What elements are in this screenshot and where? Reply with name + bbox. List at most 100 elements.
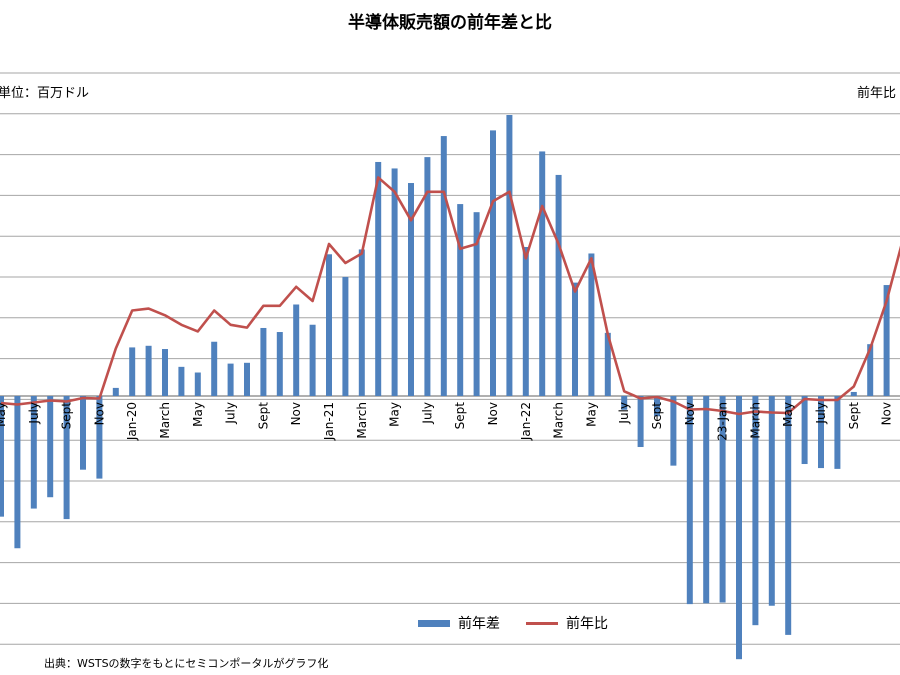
bar-Sept [457, 204, 464, 396]
bar-Jan-21 [326, 254, 332, 396]
bar-June [604, 332, 611, 396]
bar-July [818, 396, 824, 469]
x-tick-label: March [748, 402, 762, 439]
grid-lines [0, 72, 900, 645]
bar-July [424, 157, 431, 396]
x-tick-label: Nov [92, 402, 106, 425]
x-tick-label: Nov [683, 402, 697, 425]
bar-Oct [276, 332, 283, 396]
bar-23-Jan [719, 396, 726, 603]
bar-Aug [637, 396, 644, 448]
bar-Sept [63, 396, 70, 520]
x-tick-label: May [781, 402, 795, 427]
x-tick-label: Sept [453, 402, 467, 430]
x-axis-tick-labels: May July Sept Nov Jan-20 March May July Sept Nov J… [0, 402, 894, 441]
bar-series-yoy-diff [0, 115, 890, 660]
chart-legend: 前年差 前年比 [418, 613, 634, 633]
x-tick-label: Jan-20 [125, 402, 139, 441]
bar-March [752, 396, 759, 626]
bar-Aug [440, 136, 447, 396]
x-tick-label: July [27, 402, 41, 425]
bar-Apr [178, 366, 185, 396]
x-tick-label: May [191, 402, 205, 427]
bar-Feb [736, 396, 742, 660]
bar-Jan-20 [129, 347, 136, 396]
bar-March [162, 349, 168, 396]
bar-Aug [834, 396, 841, 469]
line-series-yoy-ratio [0, 176, 900, 416]
x-tick-label: July [224, 402, 238, 425]
bar-July [30, 396, 37, 509]
right-axis-unit-label: 前年比 [856, 86, 896, 101]
bar-Sept [850, 391, 857, 396]
x-tick-label: Jan-21 [322, 402, 336, 441]
x-tick-label: Sept [847, 402, 861, 430]
bar-March [358, 249, 365, 396]
bar-Oct [473, 212, 480, 396]
x-tick-label: Nov [880, 402, 894, 425]
x-tick-label: March [355, 402, 369, 439]
bar-Nov [96, 396, 103, 479]
legend-bar-swatch [418, 619, 450, 627]
bar-Dec [506, 115, 513, 396]
x-tick-label: Sept [60, 402, 74, 430]
bar-Dec [112, 387, 119, 396]
bar-July [227, 363, 234, 396]
bar-March [555, 174, 562, 396]
bar-Nov [293, 304, 300, 396]
bar-May [785, 396, 792, 635]
bar-Nov [883, 285, 890, 396]
legend-line-label: 前年比 [566, 616, 608, 632]
bar-Sept [654, 396, 660, 417]
bar-Apr [375, 161, 382, 396]
source-note: 出典：WSTSの数字をもとにセミコンポータルがグラフ化 [44, 657, 329, 670]
bar-May [194, 372, 201, 396]
x-tick-label: March [158, 402, 172, 439]
left-axis-unit-label: 単位：百万ドル [0, 86, 90, 101]
bar-Dec [309, 324, 316, 396]
bar-Feb [539, 151, 546, 396]
bar-Apr [768, 396, 775, 606]
bar-Oct [670, 396, 677, 466]
legend-item-bar: 前年差 [418, 613, 500, 633]
bar-July [621, 396, 628, 410]
bar-May [391, 168, 398, 396]
x-tick-label: March [552, 402, 566, 439]
bar-Apr [572, 282, 578, 396]
x-tick-label: Jan-22 [519, 402, 533, 441]
x-tick-label: Nov [486, 402, 500, 425]
bar-Sept [260, 327, 267, 396]
x-tick-label: Sept [256, 402, 270, 430]
x-tick-label: July [617, 402, 631, 425]
bar-May [0, 396, 4, 517]
bar-June [801, 396, 808, 465]
bar-Dec [703, 396, 710, 604]
x-tick-label: Sept [650, 402, 664, 430]
legend-bar-label: 前年差 [458, 616, 500, 632]
bar-Feb [342, 276, 349, 396]
bar-Nov [490, 130, 496, 396]
bar-June [14, 396, 21, 549]
x-tick-label: May [584, 402, 598, 427]
bar-Oct [80, 396, 86, 470]
bar-Feb [145, 345, 152, 396]
legend-item-line: 前年比 [526, 613, 608, 633]
bar-Nov [686, 396, 693, 605]
chart-title: 半導体販売額の前年差と比 [348, 13, 552, 33]
bar-June [408, 183, 414, 396]
x-tick-label: July [420, 402, 434, 425]
bar-June [211, 341, 218, 396]
bar-Oct [867, 344, 874, 396]
x-tick-label: May [0, 402, 8, 427]
x-tick-label: Nov [289, 402, 303, 425]
bar-May [588, 253, 595, 396]
bar-Aug [244, 362, 250, 396]
ratio-line [0, 176, 900, 416]
legend-line-swatch [526, 621, 558, 625]
bar-Aug [47, 396, 54, 498]
x-tick-label: July [814, 402, 828, 425]
bar-Jan-22 [522, 246, 529, 396]
x-tick-label: May [388, 402, 402, 427]
x-tick-label: 23-Jan [716, 402, 730, 441]
